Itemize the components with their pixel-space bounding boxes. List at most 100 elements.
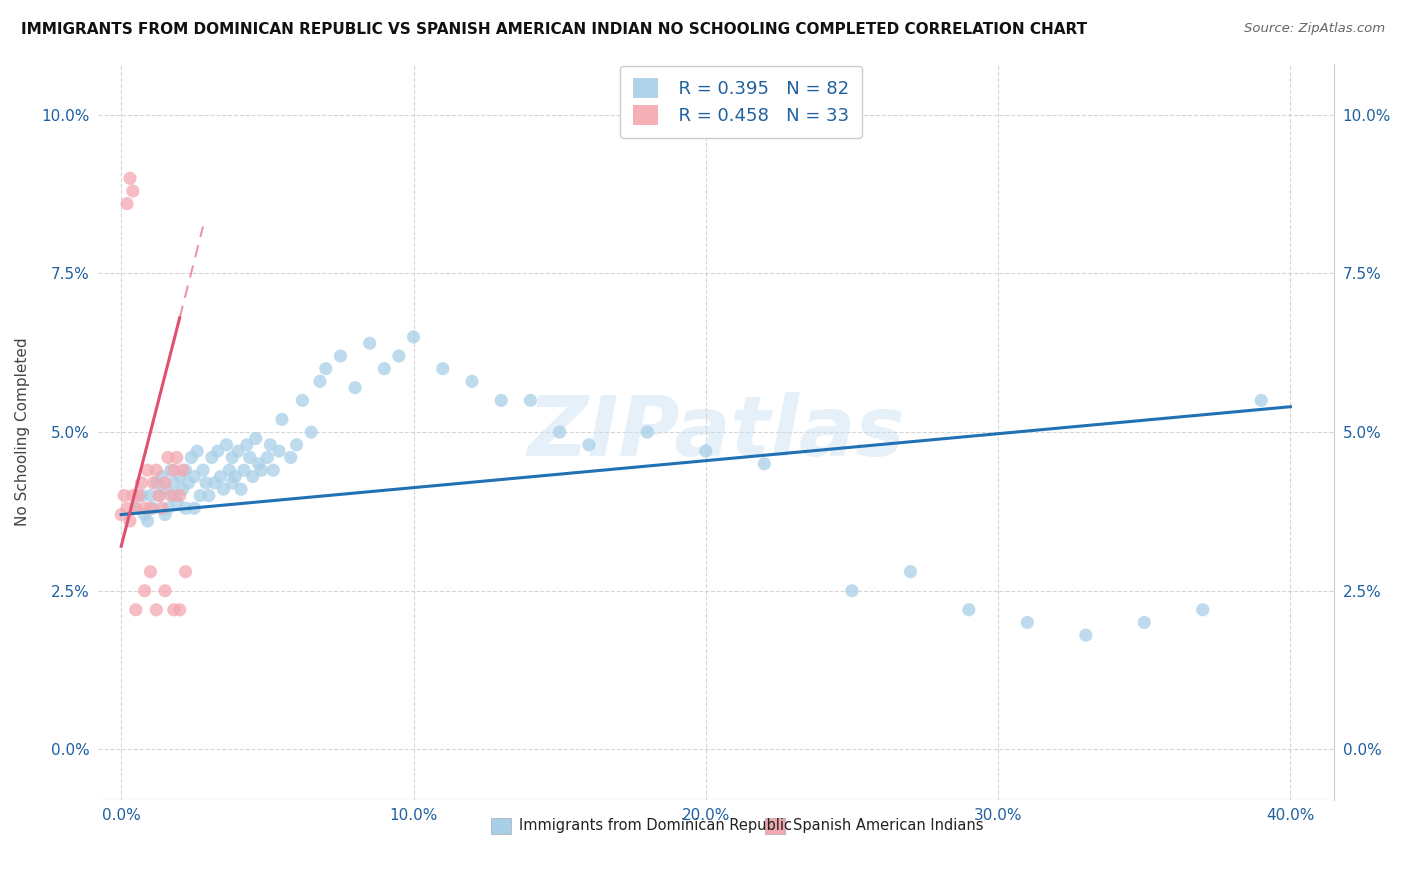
Point — [145, 463, 167, 477]
Point — [239, 450, 262, 465]
Point — [153, 508, 176, 522]
Point — [233, 463, 256, 477]
Point — [148, 489, 170, 503]
Point — [174, 501, 197, 516]
Point — [148, 489, 170, 503]
Point — [166, 450, 188, 465]
Point — [388, 349, 411, 363]
Point — [218, 463, 240, 477]
Point — [695, 444, 717, 458]
Text: ZIPatlas: ZIPatlas — [527, 392, 905, 473]
Point — [209, 469, 232, 483]
Point — [754, 457, 776, 471]
Point — [212, 482, 235, 496]
Point — [160, 489, 183, 503]
Point — [489, 393, 512, 408]
Point — [247, 457, 270, 471]
Point — [636, 425, 658, 439]
Point — [315, 361, 337, 376]
Point — [142, 501, 165, 516]
Point — [256, 450, 278, 465]
Point — [153, 583, 176, 598]
Point — [112, 489, 135, 503]
Point — [461, 375, 484, 389]
Point — [131, 489, 153, 503]
Legend:   R = 0.395   N = 82,   R = 0.458   N = 33: R = 0.395 N = 82, R = 0.458 N = 33 — [620, 66, 862, 138]
Point — [578, 438, 600, 452]
Point — [153, 475, 176, 490]
Point — [194, 475, 217, 490]
Point — [131, 475, 153, 490]
Point — [271, 412, 294, 426]
Point — [359, 336, 381, 351]
Point — [224, 469, 246, 483]
Point — [191, 463, 214, 477]
Point — [145, 603, 167, 617]
Point — [156, 501, 179, 516]
Point — [221, 475, 243, 490]
Point — [156, 450, 179, 465]
Point — [221, 450, 243, 465]
Point — [118, 171, 141, 186]
Point — [125, 501, 148, 516]
Point — [169, 603, 191, 617]
Point — [115, 501, 138, 516]
Point — [280, 450, 302, 465]
Point — [183, 501, 205, 516]
Point — [172, 482, 194, 496]
Point — [204, 475, 226, 490]
Point — [118, 514, 141, 528]
Point — [841, 583, 863, 598]
Point — [201, 450, 224, 465]
Point — [139, 501, 162, 516]
Point — [207, 444, 229, 458]
Point — [145, 475, 167, 490]
Point — [236, 438, 259, 452]
Point — [344, 381, 367, 395]
Point — [134, 508, 156, 522]
Text: IMMIGRANTS FROM DOMINICAN REPUBLIC VS SPANISH AMERICAN INDIAN NO SCHOOLING COMPL: IMMIGRANTS FROM DOMINICAN REPUBLIC VS SP… — [21, 22, 1087, 37]
Point — [139, 489, 162, 503]
Point — [242, 469, 264, 483]
Point — [183, 469, 205, 483]
Point — [150, 469, 173, 483]
Point — [309, 375, 332, 389]
Point — [160, 463, 183, 477]
Point — [285, 438, 308, 452]
Point — [402, 330, 425, 344]
Point — [1250, 393, 1272, 408]
Point — [1191, 603, 1213, 617]
Point — [373, 361, 395, 376]
Text: Source: ZipAtlas.com: Source: ZipAtlas.com — [1244, 22, 1385, 36]
Point — [329, 349, 352, 363]
Point — [229, 482, 252, 496]
Point — [262, 463, 284, 477]
Point — [174, 463, 197, 477]
Point — [142, 475, 165, 490]
Point — [169, 469, 191, 483]
Point — [136, 514, 159, 528]
Point — [139, 565, 162, 579]
Y-axis label: No Schooling Completed: No Schooling Completed — [15, 338, 30, 526]
Point — [1074, 628, 1097, 642]
Point — [125, 501, 148, 516]
Point — [122, 489, 145, 503]
Point — [519, 393, 541, 408]
Point — [115, 196, 138, 211]
Point — [900, 565, 922, 579]
Point — [198, 489, 221, 503]
Point — [128, 489, 150, 503]
Point — [169, 489, 191, 503]
Point — [1133, 615, 1156, 630]
Point — [226, 444, 249, 458]
Point — [150, 501, 173, 516]
Point — [291, 393, 314, 408]
Point — [125, 603, 148, 617]
Point — [174, 565, 197, 579]
Point — [188, 489, 211, 503]
Point — [163, 489, 186, 503]
Point — [166, 495, 188, 509]
Point — [177, 475, 200, 490]
Point — [245, 432, 267, 446]
Point — [215, 438, 238, 452]
